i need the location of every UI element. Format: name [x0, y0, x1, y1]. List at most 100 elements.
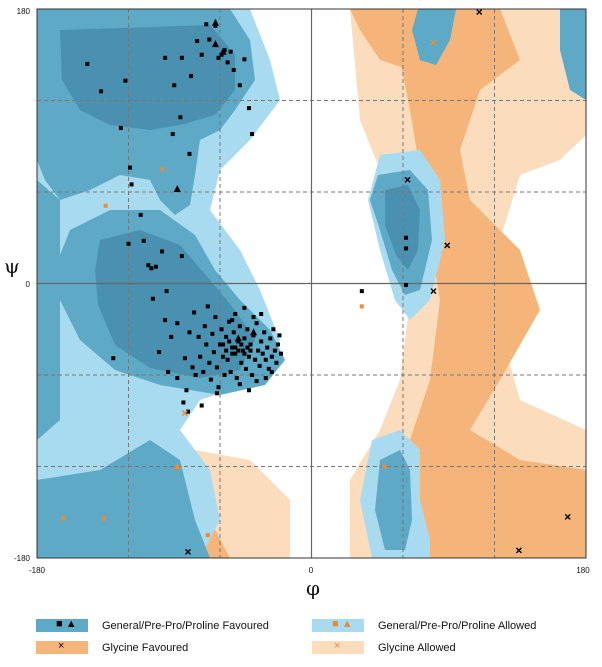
data-point-square — [160, 249, 165, 254]
legend-markers-glycine-allowed: × — [334, 640, 341, 652]
x-tick-label-180: 180 — [576, 566, 590, 575]
data-point-square — [231, 68, 236, 72]
data-point-square — [242, 57, 247, 62]
data-point-triangle — [211, 40, 219, 48]
data-point-square — [118, 125, 123, 130]
data-point-square — [251, 315, 256, 320]
legend-markers-general-favoured: ■ ▲ — [56, 618, 77, 630]
data-point-triangle — [250, 328, 258, 336]
data-point-square — [228, 369, 233, 374]
data-point-square — [265, 345, 270, 350]
glycine-favoured-region-top — [350, 9, 430, 70]
data-point-cross — [184, 548, 191, 555]
legend-item-glycine-favoured: × Glycine Favoured — [36, 640, 189, 654]
y-tick-label-180: 180 — [17, 7, 31, 16]
legend-label-glycine-favoured: Glycine Favoured — [102, 641, 189, 654]
legend-swatch-general-allowed: ■ ▲ — [312, 618, 364, 632]
data-point-square — [404, 235, 409, 240]
data-point-square — [233, 312, 238, 316]
data-point-square — [166, 369, 171, 374]
data-point-square — [246, 106, 251, 111]
data-point-cross — [515, 547, 522, 554]
data-point-square — [175, 376, 180, 381]
data-point-square — [219, 52, 224, 57]
data-point-square — [111, 356, 116, 361]
data-point-square — [218, 342, 222, 347]
data-point-cross — [430, 288, 437, 295]
data-point-square — [205, 304, 210, 309]
data-point-square — [228, 49, 233, 54]
x-tick-label-neg180: -180 — [29, 566, 46, 575]
data-point-square — [251, 333, 256, 338]
data-point-square — [172, 83, 177, 88]
data-point-square — [230, 345, 235, 350]
data-point-square — [214, 391, 219, 396]
data-point-square — [382, 464, 387, 469]
data-point-square — [263, 357, 268, 362]
data-point-cross — [564, 513, 571, 520]
data-point-square — [404, 283, 409, 288]
general-favoured-region-bottom — [37, 440, 210, 558]
data-point-triangle — [219, 47, 227, 55]
data-point-square — [242, 305, 247, 310]
data-point-square — [246, 388, 251, 393]
legend-label-glycine-allowed: Glycine Allowed — [378, 641, 456, 654]
data-point-square — [272, 348, 277, 353]
data-point-square — [103, 203, 108, 208]
data-point-cross — [181, 410, 188, 417]
data-point-square — [157, 350, 161, 355]
data-point-square — [207, 360, 212, 365]
y-tick-label-neg180: -180 — [14, 554, 31, 563]
data-point-square — [219, 327, 224, 332]
x-tick-label-0: 0 — [309, 566, 314, 575]
legend-item-glycine-allowed: × Glycine Allowed — [312, 640, 456, 654]
data-point-square — [163, 318, 168, 323]
data-point-triangle — [173, 184, 181, 192]
data-point-square — [259, 339, 264, 344]
data-point-square — [239, 360, 244, 365]
data-point-square — [181, 400, 186, 405]
general-favoured-core-alpha — [95, 230, 255, 378]
data-point-square — [204, 22, 209, 27]
data-point-square — [257, 363, 262, 368]
data-point-square — [187, 151, 192, 156]
data-point-square — [211, 350, 216, 355]
data-point-square — [237, 324, 242, 329]
data-point-square — [163, 55, 168, 60]
data-point-square — [233, 351, 238, 356]
general-favoured-region-far-right — [560, 9, 586, 100]
data-point-square — [207, 37, 212, 42]
data-point-square — [202, 324, 207, 329]
data-point-square — [262, 330, 267, 335]
y-axis-label: ψ — [4, 254, 20, 278]
data-point-square — [359, 304, 364, 309]
data-point-square — [196, 334, 201, 339]
data-point-square — [239, 342, 244, 347]
data-point-square — [150, 296, 155, 301]
data-point-square — [266, 366, 271, 371]
data-point-square — [164, 289, 169, 294]
data-point-square — [195, 39, 200, 44]
data-point-square — [175, 321, 180, 326]
legend-markers-general-allowed: ■ ▲ — [332, 618, 353, 630]
data-point-square — [141, 238, 146, 243]
data-point-square — [263, 376, 268, 381]
general-favoured-region-left-strip — [37, 180, 60, 440]
data-point-triangle — [173, 462, 181, 470]
data-point-square — [231, 330, 236, 335]
data-point-square — [227, 319, 232, 324]
data-point-square — [123, 78, 128, 83]
data-point-square — [126, 241, 131, 246]
data-point-square — [184, 388, 189, 393]
y-tick-label-0: 0 — [26, 280, 31, 289]
data-point-square — [213, 23, 218, 28]
data-point-square — [260, 351, 265, 356]
data-point-square — [277, 333, 282, 338]
legend-label-general-allowed: General/Pre-Pro/Proline Allowed — [378, 619, 537, 632]
data-point-triangle — [234, 334, 242, 342]
data-point-square — [190, 365, 195, 370]
general-favoured-core-beta — [60, 25, 235, 130]
data-point-square — [234, 376, 239, 381]
data-point-square — [210, 331, 215, 336]
data-point-square — [213, 315, 218, 320]
